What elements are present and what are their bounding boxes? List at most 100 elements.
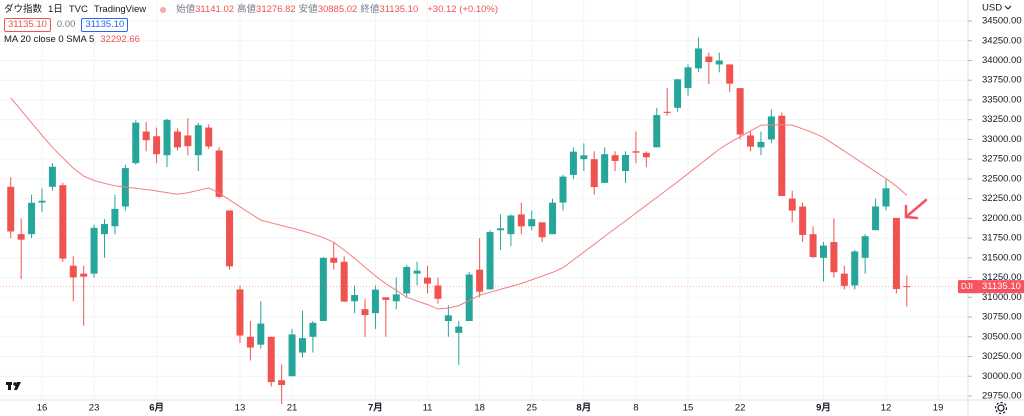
candle-body xyxy=(705,56,713,63)
ma-line xyxy=(10,97,908,310)
interval: 1日 xyxy=(48,3,63,15)
y-tick-label: 33750.00 xyxy=(982,75,1022,86)
candle-body xyxy=(278,380,286,386)
x-tick-label: 21 xyxy=(287,403,298,414)
y-tick-label: 33250.00 xyxy=(982,114,1022,125)
x-tick-label: 8月 xyxy=(576,403,591,414)
candle-body xyxy=(538,222,546,238)
candle-body xyxy=(184,135,192,147)
ohlc-label: 高値 xyxy=(237,3,257,15)
candle-body xyxy=(132,122,140,164)
candle-body xyxy=(267,336,275,383)
candle-body xyxy=(226,210,234,267)
y-tick-label: 31500.00 xyxy=(982,252,1022,263)
candle-body xyxy=(309,322,317,337)
price-tag-bg xyxy=(969,280,1024,294)
candle-body xyxy=(17,234,25,240)
candle-body xyxy=(799,206,807,235)
x-tick-label: 19 xyxy=(933,403,944,414)
y-tick-label: 34000.00 xyxy=(982,55,1022,66)
candle-body xyxy=(48,166,56,187)
bid-badge: 31135.10 xyxy=(4,17,51,32)
x-tick-label: 16 xyxy=(37,403,48,414)
x-tick-label: 11 xyxy=(423,403,433,414)
candle-body xyxy=(392,294,400,302)
candle-body xyxy=(257,323,265,345)
x-tick-label: 25 xyxy=(526,403,537,414)
y-tick-label: 30500.00 xyxy=(982,331,1022,342)
source: TVC xyxy=(68,3,88,15)
candle-body xyxy=(674,79,682,108)
currency: USD xyxy=(982,3,1002,14)
y-tick-label: 31250.00 xyxy=(982,272,1022,283)
y-tick-label: 29750.00 xyxy=(982,391,1022,402)
settings-icon[interactable] xyxy=(994,401,1008,415)
candle-body xyxy=(767,116,775,140)
x-tick-label: 15 xyxy=(683,403,694,414)
plot xyxy=(0,0,968,400)
candle-body xyxy=(7,186,15,232)
change: +30.12 (+0.10%) xyxy=(427,3,499,15)
candle-body xyxy=(611,155,619,161)
y-tick-label: 34250.00 xyxy=(982,35,1022,46)
candle-body xyxy=(882,188,890,207)
candle-body xyxy=(872,206,880,231)
x-tick-label: 6月 xyxy=(149,403,164,414)
price-tag-label: 31135.10 xyxy=(982,281,1021,292)
ohlc-value: 31135.10 xyxy=(379,3,419,15)
y-tick-label: 32500.00 xyxy=(982,173,1022,184)
candle-body xyxy=(851,251,859,286)
candle-body xyxy=(246,336,254,348)
ohlc-label: 終値 xyxy=(360,3,380,15)
candle-body xyxy=(528,219,536,227)
x-tick-label: 23 xyxy=(89,403,100,414)
candle-body xyxy=(684,67,692,89)
candle-body xyxy=(319,257,327,321)
y-tick-label: 31000.00 xyxy=(982,292,1022,303)
y-tick-label: 32250.00 xyxy=(982,193,1022,204)
candle-body xyxy=(371,289,379,314)
y-tick-label: 30000.00 xyxy=(982,371,1022,382)
candle-body xyxy=(163,119,171,156)
candle-body xyxy=(59,185,67,259)
tv-logo xyxy=(6,382,21,390)
candle-body xyxy=(288,334,296,377)
candle-body xyxy=(173,131,181,148)
y-tick-label: 34500.00 xyxy=(982,16,1022,27)
candle-body xyxy=(455,326,463,333)
candle-body xyxy=(80,273,88,277)
candle-body xyxy=(111,208,119,227)
y-tick-label: 30250.00 xyxy=(982,351,1022,362)
candle-body xyxy=(236,289,244,336)
annotation-arrow xyxy=(904,198,928,220)
indicator-name: MA 20 close 0 SMA 5 xyxy=(4,33,95,45)
candle-body xyxy=(840,273,848,286)
candle-body xyxy=(694,48,702,69)
candle-body xyxy=(142,131,150,141)
symbol-tag-bg xyxy=(958,280,978,294)
ask-badge: 31135.10 xyxy=(81,17,129,32)
candle-body xyxy=(507,215,515,235)
candle-body xyxy=(28,202,36,235)
ohlc-label: 始値 xyxy=(176,3,196,15)
candle-body xyxy=(632,151,640,153)
ohlc: 始値 31141.02 高値 31276.82 安値 30885.02 終値 31135.10 xyxy=(176,3,421,17)
candle-body xyxy=(351,295,359,302)
candle-body xyxy=(361,309,369,316)
candle-body xyxy=(715,60,723,65)
candle-body xyxy=(903,286,911,288)
x-tick-label: 22 xyxy=(735,403,746,414)
y-tick-label: 30750.00 xyxy=(982,312,1022,323)
candle-body xyxy=(788,198,796,211)
candle-body xyxy=(38,200,46,203)
candle-body xyxy=(580,155,588,160)
candle-body xyxy=(465,274,473,321)
x-tick-label: 18 xyxy=(474,403,485,414)
candle-body xyxy=(517,214,525,227)
spread-badge: 0.00 xyxy=(56,18,76,30)
candle-body xyxy=(205,127,213,147)
candle-body xyxy=(757,141,765,148)
candle-body xyxy=(663,111,671,113)
